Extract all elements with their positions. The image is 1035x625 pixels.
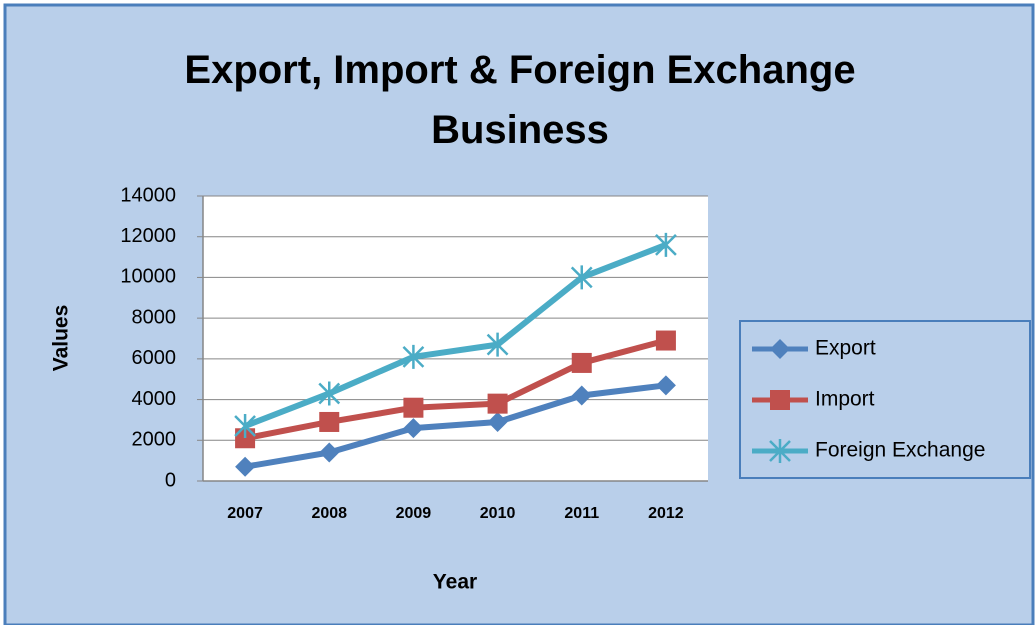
y-tick-label: 12000 — [120, 225, 176, 247]
y-tick-label: 0 — [165, 469, 176, 491]
x-tick-label: 2007 — [227, 505, 263, 522]
legend: Export Import Foreign Exchange — [752, 337, 985, 463]
x-tick-label: 2011 — [564, 505, 599, 522]
y-tick-label: 4000 — [132, 388, 177, 410]
diamond-marker — [571, 385, 592, 406]
star-marker — [234, 414, 256, 439]
star-marker — [570, 265, 593, 290]
legend-label: Foreign Exchange — [815, 439, 985, 462]
star-marker — [769, 439, 791, 463]
y-tick-label: 8000 — [132, 306, 177, 328]
series-group — [234, 232, 677, 477]
square-marker — [235, 428, 256, 449]
y-tick-label: 14000 — [120, 184, 176, 206]
series-line — [244, 242, 667, 429]
star-marker — [486, 332, 509, 357]
diamond-marker — [403, 418, 424, 439]
diamond-marker — [655, 375, 676, 396]
star-marker — [318, 381, 341, 406]
square-marker — [571, 352, 592, 373]
diamond-marker — [770, 339, 790, 359]
y-tick-label: 2000 — [132, 429, 177, 451]
chart-title: Export, Import & Foreign Exchange Busine… — [184, 48, 856, 152]
square-marker — [487, 393, 508, 414]
star-marker — [655, 232, 677, 257]
star-marker — [402, 344, 425, 369]
square-marker — [655, 330, 676, 351]
y-axis-label: Values — [50, 305, 73, 372]
legend-label: Export — [815, 337, 876, 360]
x-axis-label: Year — [433, 571, 477, 594]
x-tick-label: 2009 — [396, 505, 432, 522]
diamond-marker — [319, 442, 340, 463]
x-tick-label: 2010 — [480, 505, 516, 522]
x-tick-label: 2012 — [648, 505, 684, 522]
square-marker — [403, 397, 424, 418]
diamond-marker — [487, 411, 508, 432]
legend-label: Import — [815, 388, 875, 411]
diamond-marker — [235, 456, 256, 477]
square-marker — [770, 390, 790, 410]
grid — [197, 195, 708, 482]
y-tick-label: 6000 — [132, 347, 177, 369]
series-line — [244, 382, 667, 470]
plot-area — [203, 196, 708, 481]
y-tick-label: 10000 — [120, 266, 176, 288]
square-marker — [319, 411, 340, 432]
x-tick-label: 2008 — [311, 505, 347, 522]
series-line — [244, 337, 667, 442]
